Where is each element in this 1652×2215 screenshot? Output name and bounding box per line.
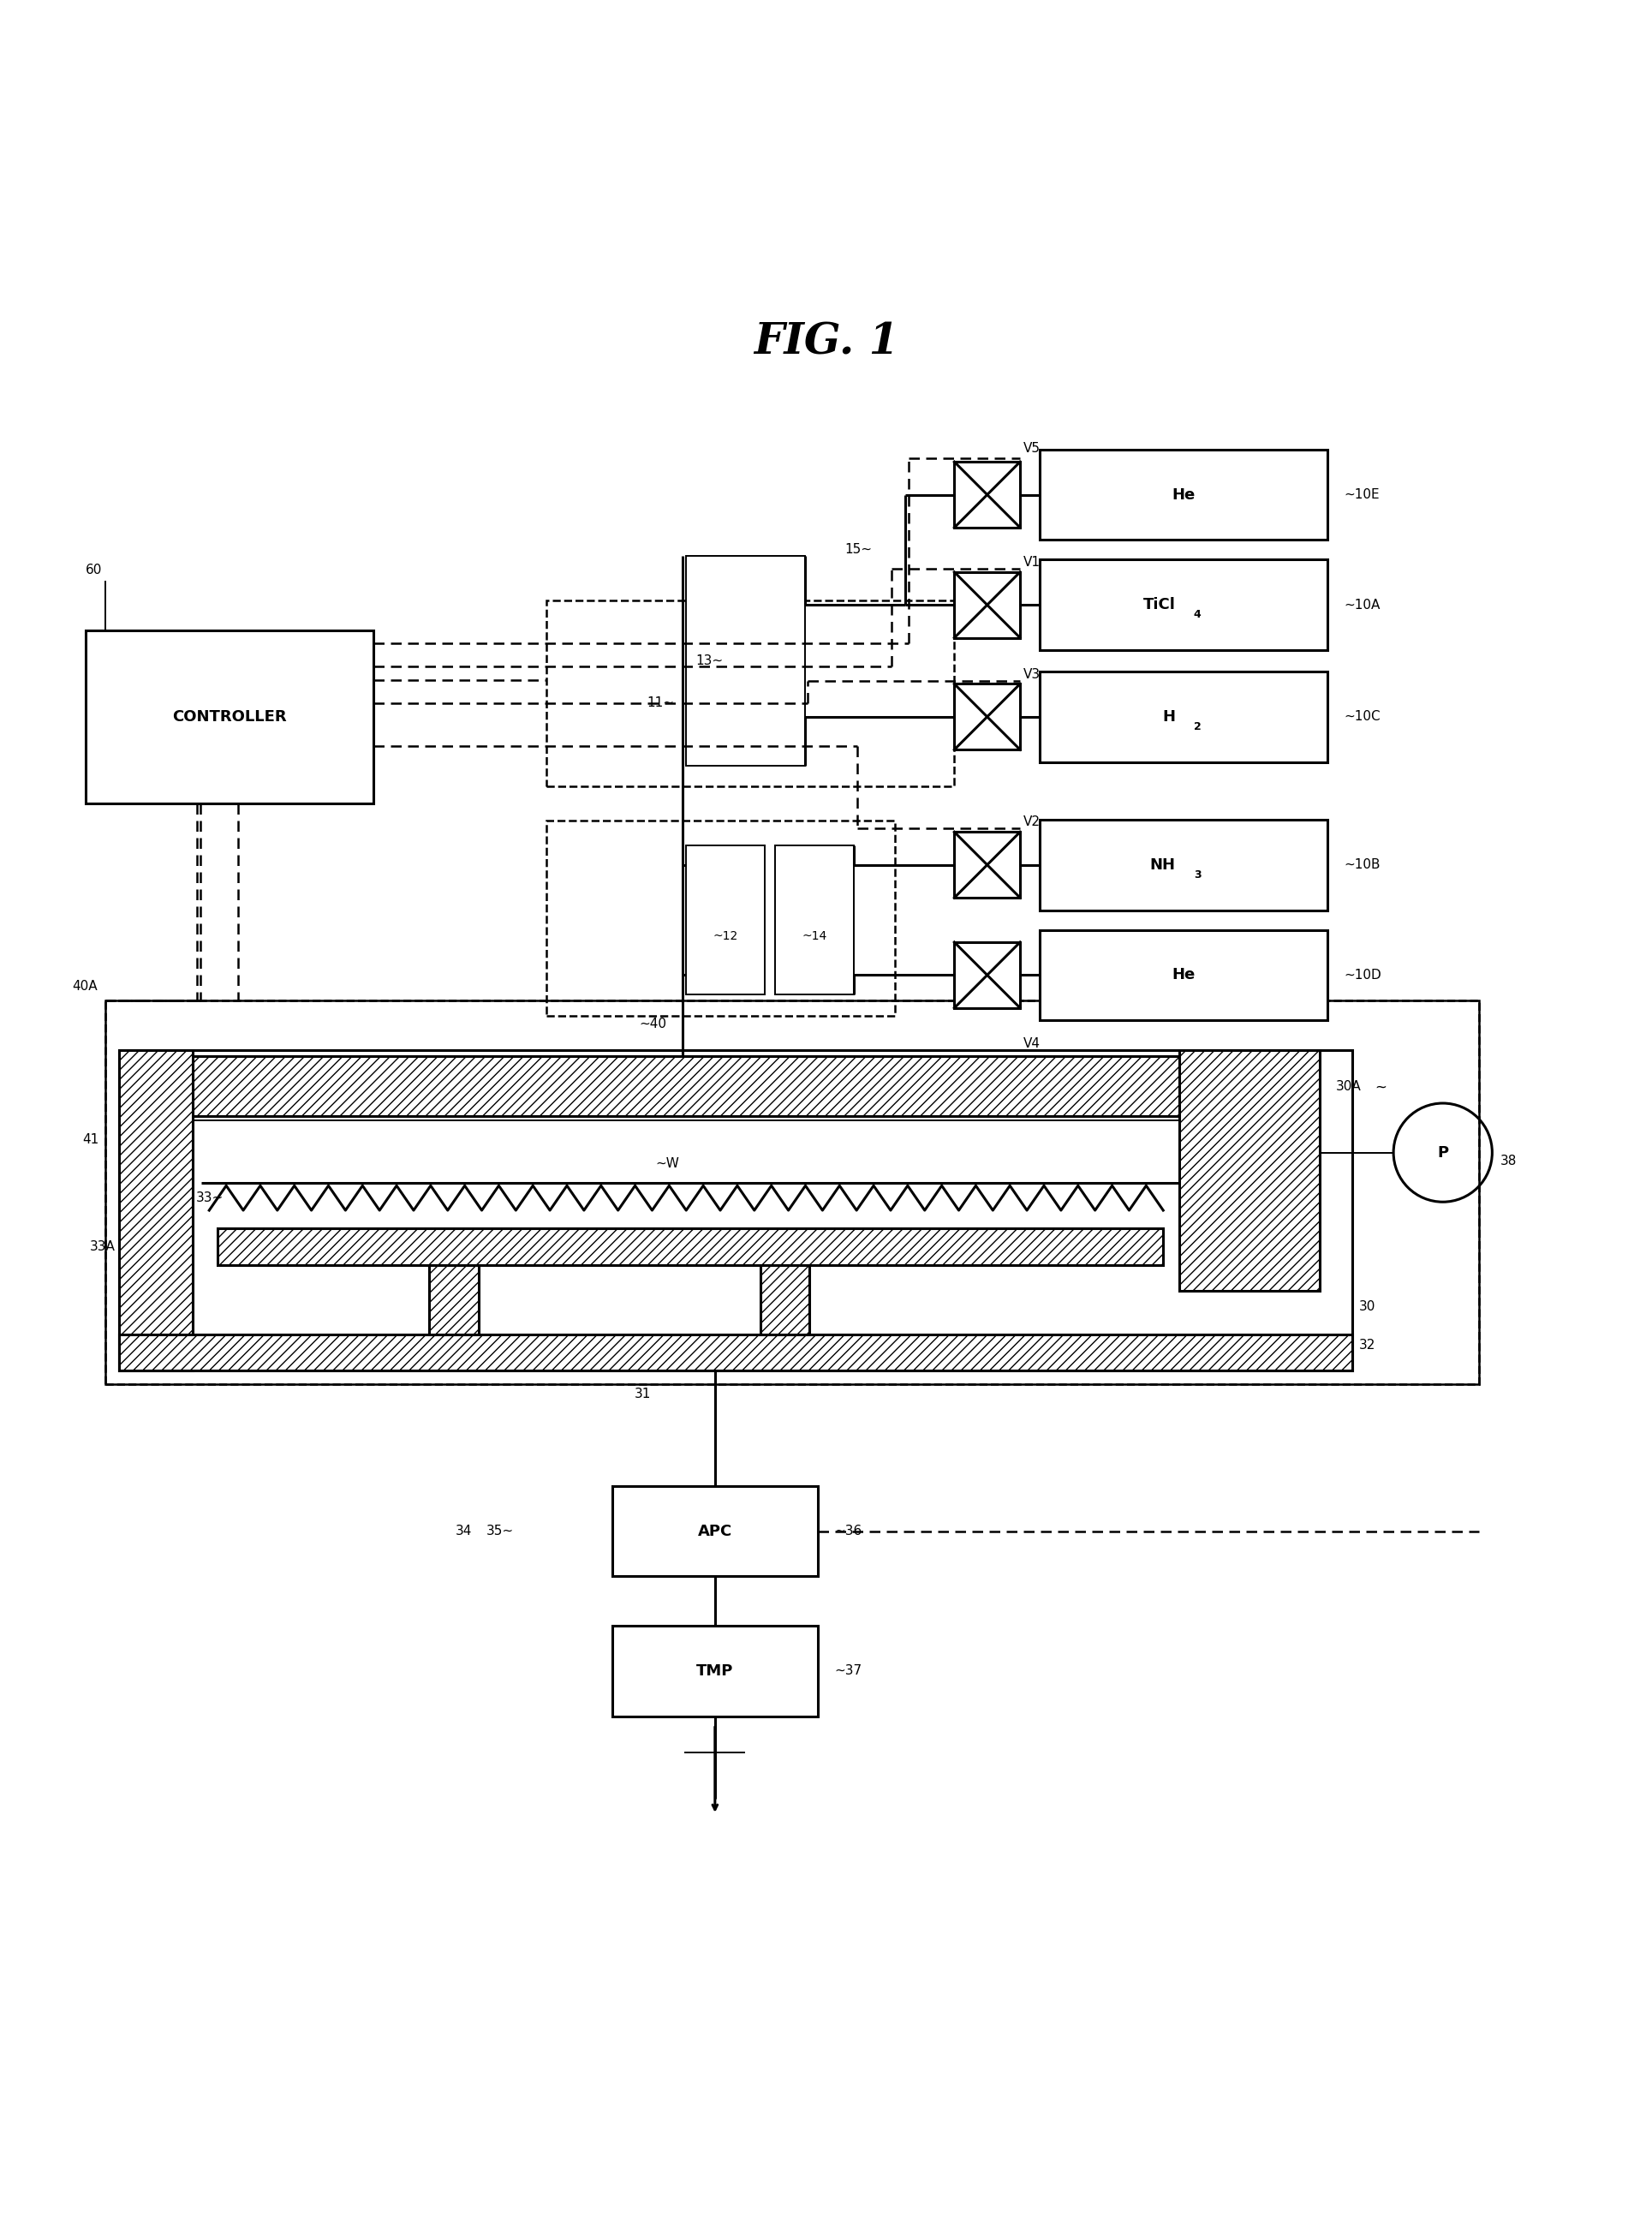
Text: 13~: 13~ — [695, 653, 724, 667]
Bar — [106, 1001, 1479, 1384]
Bar — [119, 1050, 1353, 1371]
Text: APC: APC — [697, 1524, 732, 1539]
Bar — [430, 1265, 479, 1333]
Bar — [686, 846, 765, 995]
Text: 60: 60 — [86, 563, 102, 576]
Bar — [218, 1229, 1163, 1265]
Text: ~10E: ~10E — [1345, 487, 1379, 501]
Bar — [955, 941, 1019, 1008]
Bar — [547, 820, 895, 1017]
Text: ~10C: ~10C — [1345, 711, 1381, 724]
Text: 35~: 35~ — [486, 1524, 514, 1537]
Text: 4: 4 — [1194, 609, 1201, 620]
Text: 41: 41 — [83, 1134, 99, 1145]
Bar — [760, 1265, 809, 1333]
Bar — [193, 1057, 1246, 1116]
Bar — [955, 684, 1019, 749]
Text: P: P — [1437, 1145, 1449, 1161]
Bar — [1039, 450, 1328, 540]
Text: 40A: 40A — [73, 979, 97, 992]
Text: 33A: 33A — [89, 1240, 116, 1254]
Bar — [955, 461, 1019, 527]
Bar — [613, 1486, 818, 1577]
Text: TMP: TMP — [697, 1663, 733, 1679]
Text: V3: V3 — [1023, 667, 1041, 680]
Text: 34: 34 — [456, 1524, 472, 1537]
Bar — [686, 556, 805, 766]
Text: 11~: 11~ — [648, 696, 674, 709]
Text: He: He — [1171, 487, 1196, 503]
Text: 2: 2 — [1194, 722, 1201, 733]
Text: ~37: ~37 — [834, 1663, 862, 1677]
Bar — [955, 571, 1019, 638]
Bar — [775, 846, 854, 995]
Text: ~40: ~40 — [639, 1017, 667, 1030]
Text: 32: 32 — [1360, 1338, 1376, 1351]
Bar — [86, 631, 373, 804]
Text: 33~: 33~ — [197, 1192, 223, 1205]
Text: 15~: 15~ — [844, 543, 872, 556]
Bar — [1039, 671, 1328, 762]
Text: 31: 31 — [634, 1387, 651, 1400]
Bar — [106, 1001, 1479, 1384]
Bar — [1180, 1050, 1320, 1291]
Text: ~36: ~36 — [834, 1524, 862, 1537]
Text: TiCl: TiCl — [1143, 598, 1176, 614]
Text: FIG. 1: FIG. 1 — [753, 321, 899, 363]
Bar — [613, 1626, 818, 1717]
Bar — [955, 833, 1019, 897]
Bar — [1039, 820, 1328, 910]
Text: CONTROLLER: CONTROLLER — [172, 709, 287, 724]
Bar — [547, 600, 955, 786]
Text: ~10A: ~10A — [1345, 598, 1381, 611]
Text: ~W: ~W — [656, 1156, 679, 1170]
Text: V2: V2 — [1023, 815, 1041, 828]
Text: V1: V1 — [1023, 556, 1041, 569]
Text: ~: ~ — [1374, 1079, 1388, 1094]
Text: NH: NH — [1150, 857, 1176, 873]
Text: V4: V4 — [1023, 1037, 1041, 1050]
Bar — [1039, 560, 1328, 651]
Text: ~10B: ~10B — [1345, 859, 1381, 870]
Text: ~14: ~14 — [801, 930, 828, 941]
Text: He: He — [1171, 968, 1196, 983]
Text: 38: 38 — [1500, 1154, 1517, 1167]
Text: 30A: 30A — [1336, 1079, 1361, 1092]
Text: H: H — [1163, 709, 1176, 724]
Bar — [1039, 930, 1328, 1021]
Text: ~12: ~12 — [714, 930, 738, 941]
Bar — [119, 1050, 193, 1371]
Text: 30: 30 — [1360, 1300, 1376, 1313]
Text: V5: V5 — [1023, 443, 1041, 456]
Text: 3: 3 — [1194, 868, 1201, 879]
Text: ~10D: ~10D — [1345, 968, 1381, 981]
Bar — [119, 1333, 1353, 1371]
